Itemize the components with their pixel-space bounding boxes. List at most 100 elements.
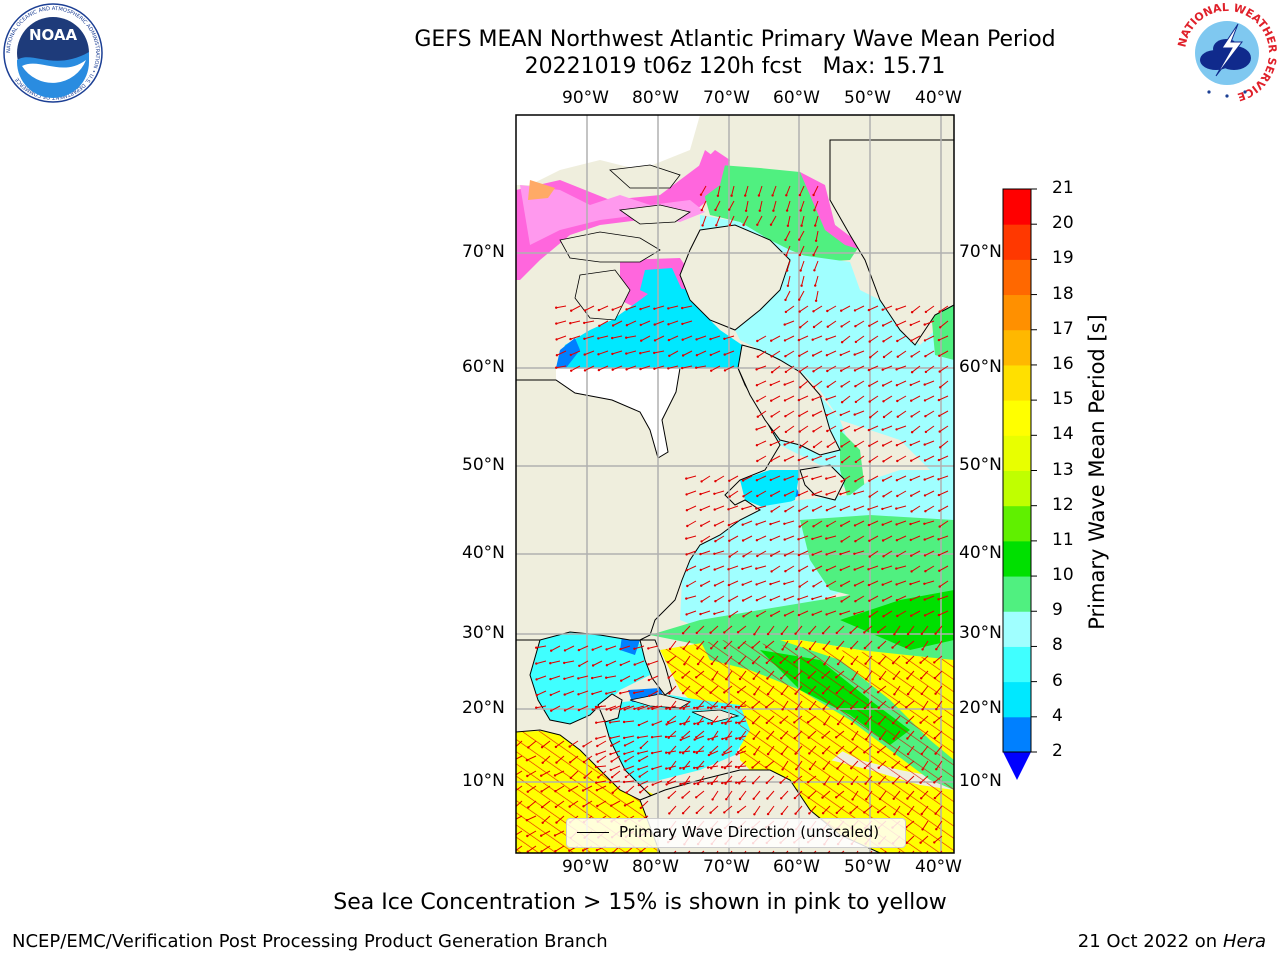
wave-arrow-head — [709, 691, 712, 694]
wave-arrow — [722, 765, 733, 768]
wave-arrow — [714, 550, 725, 555]
wave-arrow-head — [784, 355, 787, 358]
wave-arrow — [865, 730, 873, 740]
wave-arrow-head — [939, 446, 942, 449]
wave-arrow-head — [867, 428, 871, 432]
wave-arrow — [882, 365, 893, 371]
wave-arrow — [851, 655, 859, 665]
wave-arrow-head — [723, 337, 726, 340]
lat-label-left-40n: 40°N — [462, 543, 505, 563]
wave-arrow — [782, 760, 789, 770]
wave-arrow-head — [681, 338, 684, 341]
wave-arrow-head — [780, 632, 783, 636]
wave-arrow-head — [765, 721, 768, 725]
wave-arrow — [668, 365, 679, 369]
wave-arrow-head — [853, 568, 856, 571]
wave-arrow-head — [851, 678, 854, 681]
wave-arrow-head — [835, 691, 838, 695]
wave-arrow-head — [766, 692, 770, 696]
wave-arrow — [893, 730, 901, 740]
wave-arrow-head — [598, 324, 601, 327]
wave-arrow-head — [737, 646, 740, 649]
wave-arrow — [700, 520, 711, 527]
wave-arrow-head — [605, 708, 608, 711]
wave-arrow-head — [935, 648, 938, 651]
wave-arrow-head — [541, 761, 544, 764]
wave-arrow-head — [679, 782, 682, 786]
wave-arrow — [626, 320, 637, 326]
wave-arrow-head — [840, 480, 843, 483]
wave-arrow — [924, 455, 935, 461]
wave-arrow — [882, 565, 893, 570]
wave-arrow — [766, 775, 775, 784]
wave-arrow — [812, 610, 823, 616]
wave-arrow — [813, 185, 819, 196]
wave-arrow-head — [525, 819, 529, 822]
wave-arrow-head — [840, 429, 843, 432]
wave-arrow-head — [906, 677, 909, 680]
wave-arrow — [724, 640, 733, 649]
wave-arrow-head — [892, 677, 895, 680]
wave-arrow-head — [741, 523, 744, 526]
wave-arrow — [813, 245, 819, 256]
wave-arrow-head — [695, 338, 698, 341]
wave-arrow — [799, 350, 809, 357]
wave-arrow — [554, 830, 565, 836]
wave-arrow-head — [639, 352, 642, 355]
wave-arrow — [722, 735, 733, 740]
wave-arrow — [606, 645, 617, 650]
wave-arrow — [892, 700, 901, 708]
wave-arrow-head — [795, 768, 798, 771]
wave-arrow — [837, 700, 845, 709]
wave-arrow — [541, 740, 551, 748]
wave-arrow-head — [681, 306, 684, 310]
wave-arrow — [668, 305, 679, 309]
wave-arrow — [710, 745, 719, 754]
wave-arrow — [906, 775, 915, 784]
wave-arrow-head — [878, 677, 882, 681]
wave-arrow — [714, 505, 725, 511]
wave-arrow — [892, 760, 901, 768]
wave-arrow-head — [591, 676, 594, 680]
wave-arrow-head — [563, 709, 567, 712]
wave-arrow — [934, 730, 943, 739]
wave-arrow — [550, 705, 561, 712]
wave-arrow — [826, 610, 837, 615]
wave-arrow — [700, 185, 707, 195]
wave-arrow-head — [751, 706, 754, 709]
wave-arrow-head — [910, 510, 913, 513]
wave-arrow-head — [735, 737, 738, 740]
wave-arrow — [695, 790, 705, 798]
wave-arrow-head — [826, 325, 829, 328]
wave-arrow-head — [896, 355, 899, 358]
wave-arrow-head — [921, 828, 924, 831]
wave-arrow-head — [650, 736, 654, 739]
wave-arrow-head — [755, 479, 759, 482]
colorbar-segment — [1003, 505, 1031, 542]
wave-arrow — [714, 580, 725, 586]
wave-arrow — [893, 805, 901, 815]
wave-arrow-head — [595, 753, 598, 756]
wave-arrow-head — [721, 737, 724, 741]
wave-arrow-head — [812, 370, 815, 373]
wave-arrow — [620, 660, 631, 666]
wave-arrow-head — [583, 337, 586, 340]
wave-arrow — [648, 675, 659, 681]
wave-arrow-head — [910, 459, 913, 462]
wave-arrow — [939, 565, 949, 572]
wave-arrow-head — [797, 478, 800, 481]
wave-arrow-head — [795, 708, 798, 711]
wave-arrow — [757, 490, 767, 497]
wave-arrow — [878, 640, 887, 649]
wave-arrow — [939, 580, 949, 588]
wave-arrow-head — [713, 612, 716, 615]
wave-arrow-head — [825, 354, 829, 357]
wave-arrow — [611, 755, 621, 762]
wave-arrow-head — [715, 224, 718, 227]
wave-arrow-head — [639, 323, 642, 327]
wave-arrow-head — [822, 707, 825, 710]
wave-arrow-head — [527, 806, 530, 809]
wave-arrow-head — [798, 238, 801, 241]
wave-arrow-head — [863, 691, 866, 694]
wave-arrow-head — [724, 662, 727, 665]
